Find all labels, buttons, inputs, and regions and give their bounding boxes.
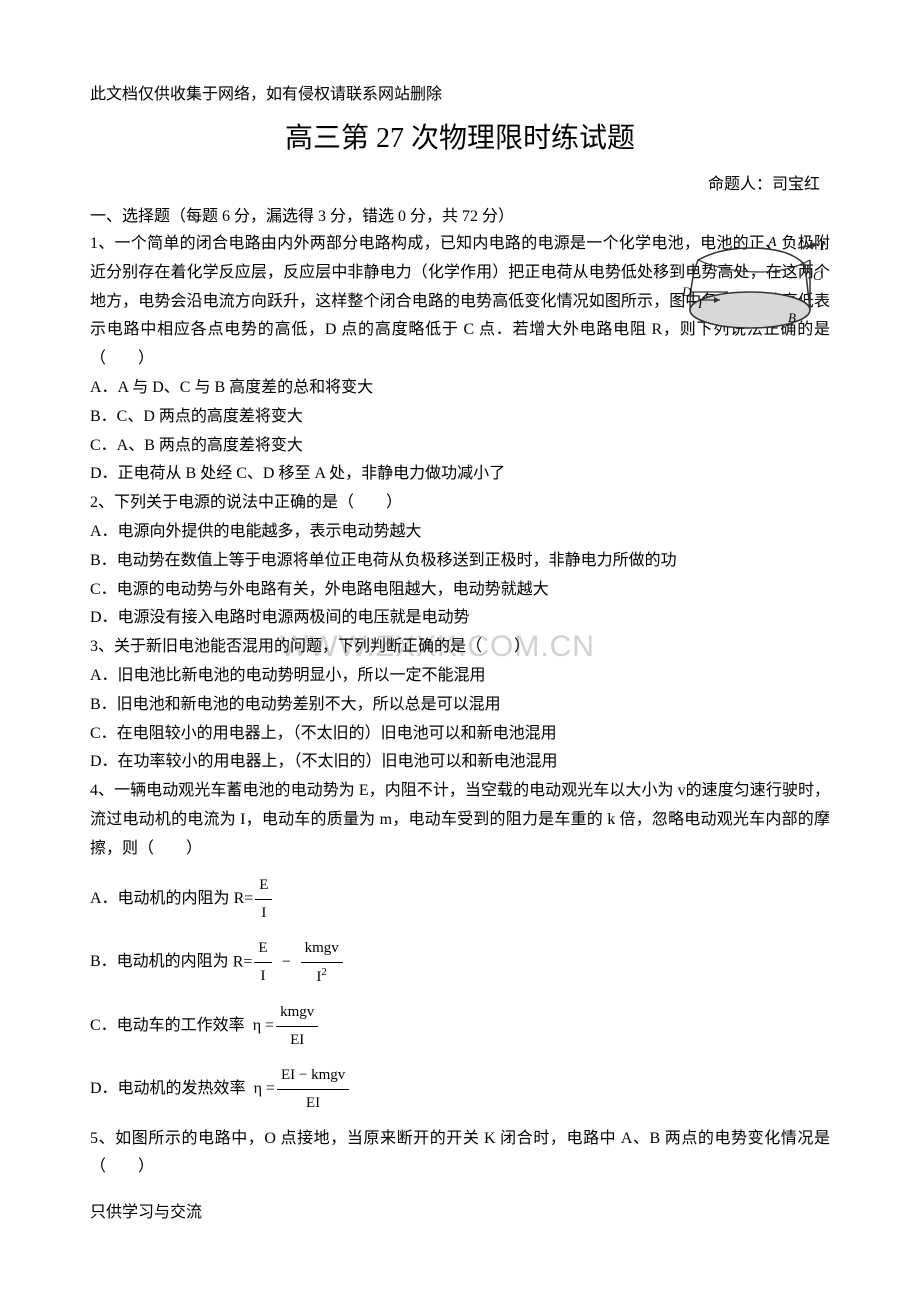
question-5-stem: 5、如图所示的电路中，O 点接地，当原来断开的开关 K 闭合时，电路中 A、B … (90, 1125, 830, 1183)
header-note: 此文档仅供收集于网络，如有侵权请联系网站删除 (90, 80, 830, 104)
label-D: D (681, 284, 692, 299)
question-2-stem: 2、下列关于电源的说法中正确的是（ ） (90, 489, 830, 518)
question-4-stem: 4、一辆电动观光车蓄电池的电动势为 E，内阻不计，当空载的电动观光车以大小为 v… (90, 777, 830, 863)
label-A: A (767, 235, 777, 250)
eq-R: R= (233, 953, 253, 970)
q3-option-A: A．旧电池比新电池的电动势明显小，所以一定不能混用 (90, 662, 830, 691)
q2-option-C: C．电源的电动势与外电路有关，外电路电阻越大，电动势就越大 (90, 576, 830, 605)
q3-option-B: B．旧电池和新电池的电动势差别不大，所以总是可以混用 (90, 691, 830, 720)
frac-num: E (254, 935, 271, 963)
eq-eta: η = (254, 1080, 275, 1097)
q4-C-label: C．电动车的工作效率 (90, 1012, 245, 1041)
footer-note: 只供学习与交流 (90, 1198, 830, 1222)
q1-option-C: C．A、B 两点的高度差将变大 (90, 432, 830, 461)
q4-A-label: A．电动机的内阻为 (90, 885, 230, 914)
q4-option-D: D．电动机的发热效率 η =EI − kmgvEI (90, 1062, 830, 1117)
q2-option-D: D．电源没有接入电路时电源两极间的电压就是电动势 (90, 604, 830, 633)
q4-option-C: C．电动车的工作效率 η =kmgvEI (90, 999, 830, 1054)
q2-option-B: B．电动势在数值上等于电源将单位正电荷从负极移送到正极时，非静电力所做的功 (90, 547, 830, 576)
label-I-bottom: I (697, 296, 703, 311)
q1-option-B: B．C、D 两点的高度差将变大 (90, 403, 830, 432)
cylinder-diagram-icon: A I C D I B (670, 230, 830, 340)
frac-num: kmgv (276, 999, 318, 1027)
frac-den: I (254, 963, 271, 990)
q4-option-A: A．电动机的内阻为 R=EI (90, 872, 830, 927)
frac-den: EI (276, 1027, 318, 1054)
q3-option-D: D．在功率较小的用电器上，（不太旧的）旧电池可以和新电池混用 (90, 748, 830, 777)
q4-C-formula: η =kmgvEI (249, 999, 321, 1054)
eq-R: R= (234, 890, 254, 907)
q1-option-A: A．A 与 D、C 与 B 高度差的总和将变大 (90, 374, 830, 403)
q5-text: 5、如图所示的电路中，O 点接地，当原来断开的开关 K 闭合时，电路中 A、B … (90, 1130, 830, 1176)
frac-num: kmgv (301, 935, 343, 963)
q4-A-formula: R=EI (234, 872, 275, 927)
q3-option-C: C．在电阻较小的用电器上，（不太旧的）旧电池可以和新电池混用 (90, 720, 830, 749)
label-I-top: I (819, 239, 826, 254)
frac-den: I2 (301, 963, 343, 991)
label-C: C (813, 268, 822, 283)
q2-option-A: A．电源向外提供的电能越多，表示电动势越大 (90, 518, 830, 547)
q4-B-label: B．电动机的内阻为 (90, 948, 229, 977)
page-title: 高三第 27 次物理限时练试题 (90, 116, 830, 156)
q1-option-D: D．正电荷从 B 处经 C、D 移至 A 处，非静电力做功减小了 (90, 460, 830, 489)
q4-D-label: D．电动机的发热效率 (90, 1075, 246, 1104)
eq-eta: η = (253, 1017, 274, 1034)
label-B: B (788, 310, 796, 325)
author-line: 命题人：司宝红 (90, 170, 830, 194)
question-1-figure: A I C D I B (670, 230, 830, 340)
frac-den: EI (277, 1090, 349, 1117)
content: 此文档仅供收集于网络，如有侵权请联系网站删除 高三第 27 次物理限时练试题 命… (90, 80, 830, 1222)
frac-num: E (255, 872, 272, 900)
frac-num: EI − kmgv (277, 1062, 349, 1090)
section-header: 一、选择题（每题 6 分，漏选得 3 分，错选 0 分，共 72 分） (90, 202, 830, 226)
question-3-stem: 3、关于新旧电池能否混用的问题，下列判断正确的是（ ） (90, 633, 830, 662)
q4-B-formula: R=EI − kmgvI2 (233, 935, 345, 991)
q4-D-formula: η =EI − kmgvEI (250, 1062, 352, 1117)
frac-den-exp: 2 (321, 966, 327, 978)
q4-option-B: B．电动机的内阻为 R=EI − kmgvI2 (90, 935, 830, 991)
question-1-wrapper: 1、一个简单的闭合电路由内外两部分电路构成，已知内电路的电源是一个化学电池，电池… (90, 230, 830, 489)
frac-den: I (255, 900, 272, 927)
